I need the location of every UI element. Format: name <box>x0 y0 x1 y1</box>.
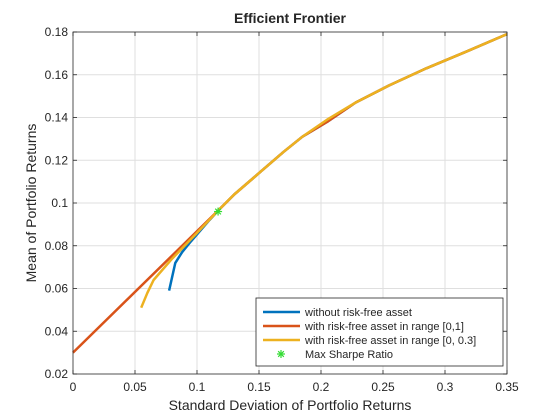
legend-label-0: without risk-free asset <box>304 307 412 319</box>
x-tick-label: 0.15 <box>247 380 271 394</box>
y-tick-label: 0.06 <box>45 282 69 296</box>
legend: without risk-free asset with risk-free a… <box>255 297 504 367</box>
x-tick-label: 0.05 <box>123 380 147 394</box>
legend-label-1: with risk-free asset in range [0,1] <box>304 321 464 333</box>
star-stroke <box>214 208 222 215</box>
legend-label-2: with risk-free asset in range [0, 0.3] <box>304 335 476 347</box>
legend-marker-icon <box>277 350 285 358</box>
x-tick-label: 0.2 <box>313 380 330 394</box>
series-lines <box>72 32 508 354</box>
x-tick-label: 0.3 <box>437 380 454 394</box>
x-tick-label: 0.1 <box>189 380 206 394</box>
x-tick-label: 0.35 <box>495 380 519 394</box>
y-tick-label: 0.08 <box>45 239 69 253</box>
y-axis-label: Mean of Portfolio Returns <box>23 124 39 283</box>
axis-ticks: 0 0.05 0.1 0.15 0.2 0.25 0.3 0.35 0.02 0.04 0.06 0.… <box>45 25 519 394</box>
legend-box <box>255 297 504 367</box>
y-tick-label: 0.04 <box>45 324 69 338</box>
legend-label-3: Max Sharpe Ratio <box>305 349 393 361</box>
y-tick-label: 0.1 <box>51 196 68 210</box>
grid <box>73 32 507 374</box>
x-tick-label: 0 <box>70 380 77 394</box>
series-line-2 <box>140 32 508 309</box>
x-axis-label: Standard Deviation of Portfolio Returns <box>169 397 412 413</box>
x-tick-label: 0.25 <box>371 380 395 394</box>
y-tick-label: 0.14 <box>45 111 69 125</box>
max-sharpe-marker <box>214 207 223 216</box>
y-tick-label: 0.18 <box>45 25 69 39</box>
chart-title: Efficient Frontier <box>234 10 347 26</box>
legend-marker-star <box>277 350 285 358</box>
y-tick-label: 0.12 <box>45 153 69 167</box>
max-sharpe-point <box>214 207 223 216</box>
y-tick-label: 0.02 <box>45 367 69 381</box>
star-stroke <box>277 350 285 358</box>
y-tick-label: 0.16 <box>45 68 69 82</box>
